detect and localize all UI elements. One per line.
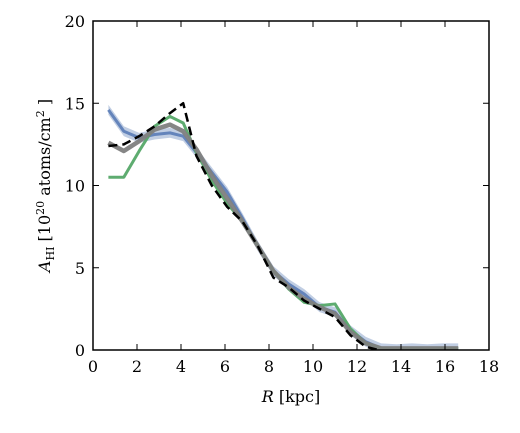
series-2-line (107, 122, 459, 350)
y-tick-label-0: 0 (75, 341, 85, 360)
y-axis-label: AHI [1020 atoms/cm2 ] (34, 99, 57, 274)
x-tick-label-3: 6 (220, 357, 230, 376)
x-tick-label-8: 16 (435, 357, 455, 376)
x-tick-label-2: 4 (176, 357, 186, 376)
y-axis-label-symbol: A (35, 261, 54, 275)
y-tick-label-3: 15 (65, 94, 85, 113)
x-axis-label-unit: [kpc] (274, 387, 320, 406)
x-tick-label-0: 0 (88, 357, 98, 376)
y-axis-label-open: [10 (35, 215, 54, 247)
x-tick-label-6: 12 (347, 357, 367, 376)
x-tick-label-7: 14 (391, 357, 411, 376)
x-tick-label-5: 10 (303, 357, 323, 376)
y-axis-label-close: ] (35, 99, 54, 110)
plot-frame (92, 20, 490, 351)
x-axis-label-symbol: R (261, 387, 274, 406)
labels-layer: R [kpc]AHI [1020 atoms/cm2 ] (34, 99, 320, 406)
x-tick-label-9: 18 (479, 357, 499, 376)
y-axis-label-exponent2: 2 (34, 110, 47, 117)
series-0-band (108, 104, 459, 350)
series-1-line (108, 114, 459, 350)
y-axis-label-subscript: HI (44, 247, 57, 261)
y-tick-label-1: 5 (75, 259, 85, 278)
series-0-line (107, 108, 459, 350)
y-tick-label-4: 20 (65, 12, 85, 31)
y-axis-label-unit: atoms/cm (35, 117, 54, 201)
x-tick-label-4: 8 (264, 357, 274, 376)
y-tick-label-2: 10 (65, 177, 85, 196)
ticks-layer: 0 2 4 6 8 10 12 14 16 18 0 5 10 15 20 (65, 12, 500, 376)
series-3-line (108, 102, 459, 350)
x-axis-label: R [kpc] (261, 387, 321, 406)
y-axis-label-exponent: 20 (34, 201, 47, 215)
x-tick-label-1: 2 (132, 357, 142, 376)
series-layer (107, 102, 459, 350)
